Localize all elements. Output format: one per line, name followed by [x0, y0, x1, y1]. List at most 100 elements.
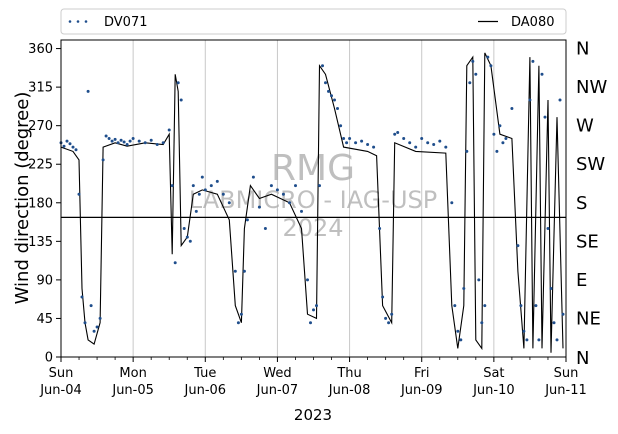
data-point [450, 201, 454, 205]
data-point [549, 287, 553, 290]
data-point [83, 321, 87, 325]
y-tick-label: 135 [28, 235, 53, 250]
x-tick-label: Sun Jun-04 [39, 366, 82, 398]
data-point [543, 115, 547, 119]
data-point [269, 184, 273, 188]
data-point [561, 312, 565, 316]
data-point [483, 304, 487, 308]
x-tick-label: Wed Jun-07 [256, 366, 299, 398]
data-point [173, 261, 177, 265]
data-point [306, 278, 309, 282]
data-point [534, 304, 538, 308]
data-point [86, 89, 90, 93]
data-point [465, 149, 469, 153]
x-tick-date: Jun-04 [39, 383, 82, 398]
data-point [197, 192, 201, 196]
data-point [444, 145, 448, 149]
x-tick-label: Thu Jun-08 [328, 366, 371, 398]
data-point [495, 149, 499, 153]
x-tick-day: Tue [193, 366, 216, 381]
data-point [555, 338, 559, 342]
data-point [128, 139, 132, 143]
data-point [236, 321, 240, 325]
data-point [531, 59, 535, 63]
data-point [98, 316, 102, 320]
data-point [408, 141, 412, 145]
y-tick-label: 45 [36, 312, 53, 327]
data-point [116, 141, 120, 145]
data-point [209, 184, 213, 188]
data-point [80, 295, 84, 299]
data-point [131, 137, 135, 140]
data-point [402, 137, 406, 140]
data-point [239, 312, 243, 316]
compass-label: SE [576, 231, 599, 252]
data-point [233, 269, 237, 273]
x-tick-day: Fri [414, 366, 430, 381]
compass-label: NE [576, 308, 601, 329]
x-tick-date: Jun-09 [400, 383, 443, 398]
data-point [179, 98, 183, 102]
x-tick-label: Mon Jun-05 [111, 366, 154, 398]
data-point [68, 142, 72, 146]
data-point [477, 278, 481, 282]
data-point [62, 144, 66, 148]
watermark-org: LABMICRO - IAG-USP [189, 186, 437, 214]
x-tick-label: Sat Jun-10 [472, 366, 515, 398]
data-point [227, 201, 231, 205]
y-tick-label: 360 [28, 42, 53, 57]
data-point [315, 304, 318, 308]
data-point [185, 235, 189, 239]
data-point [516, 244, 520, 248]
data-point [540, 72, 544, 76]
x-tick-date: Jun-05 [111, 383, 154, 398]
data-point [438, 139, 442, 143]
compass-axis: N NE E SE S SW W NW N [576, 39, 607, 369]
legend-label-da080: DA080 [511, 15, 555, 30]
y-axis-label: Wind direction (degree) [12, 92, 33, 305]
data-point [176, 81, 180, 85]
data-point [333, 98, 336, 102]
data-point [251, 175, 255, 179]
data-point [393, 132, 397, 136]
data-point [275, 188, 279, 192]
x-tick-date: Jun-08 [328, 383, 371, 398]
data-point [318, 184, 321, 188]
data-point [396, 131, 400, 134]
compass-label: NW [576, 77, 607, 98]
compass-label: N [576, 39, 589, 60]
data-point [471, 59, 475, 63]
data-point [263, 227, 267, 230]
data-point [300, 209, 303, 213]
data-point [143, 141, 147, 145]
data-point [558, 98, 562, 102]
x-tick-label: Fri Jun-09 [400, 366, 443, 398]
data-point [456, 329, 460, 333]
legend-label-dv071: DV071 [104, 15, 148, 30]
legend-entry-dv071: DV071 [68, 15, 148, 30]
data-point [501, 141, 505, 145]
data-point [107, 137, 111, 140]
y-tick-label: 90 [36, 273, 53, 288]
data-point [537, 338, 541, 342]
legend-box [60, 8, 567, 35]
data-point [330, 94, 333, 98]
compass-label: N [576, 348, 589, 369]
data-point [453, 304, 457, 308]
data-point [312, 308, 315, 312]
y-axis: 0 45 90 135 180 225 270 315 360 [28, 42, 61, 366]
y-tick-label: 180 [28, 196, 53, 211]
x-tick-label: Sun Jun-11 [544, 366, 587, 398]
vertical-gridlines [132, 40, 495, 357]
y-tick-label: 0 [45, 351, 53, 366]
data-point [242, 269, 246, 273]
x-tick-day: Sun [554, 366, 579, 381]
data-point [119, 138, 123, 142]
data-point [345, 141, 349, 145]
data-point [474, 72, 478, 76]
x-tick-date: Jun-10 [472, 383, 515, 398]
data-point [92, 329, 96, 333]
data-point [65, 139, 69, 143]
data-point [381, 295, 385, 299]
